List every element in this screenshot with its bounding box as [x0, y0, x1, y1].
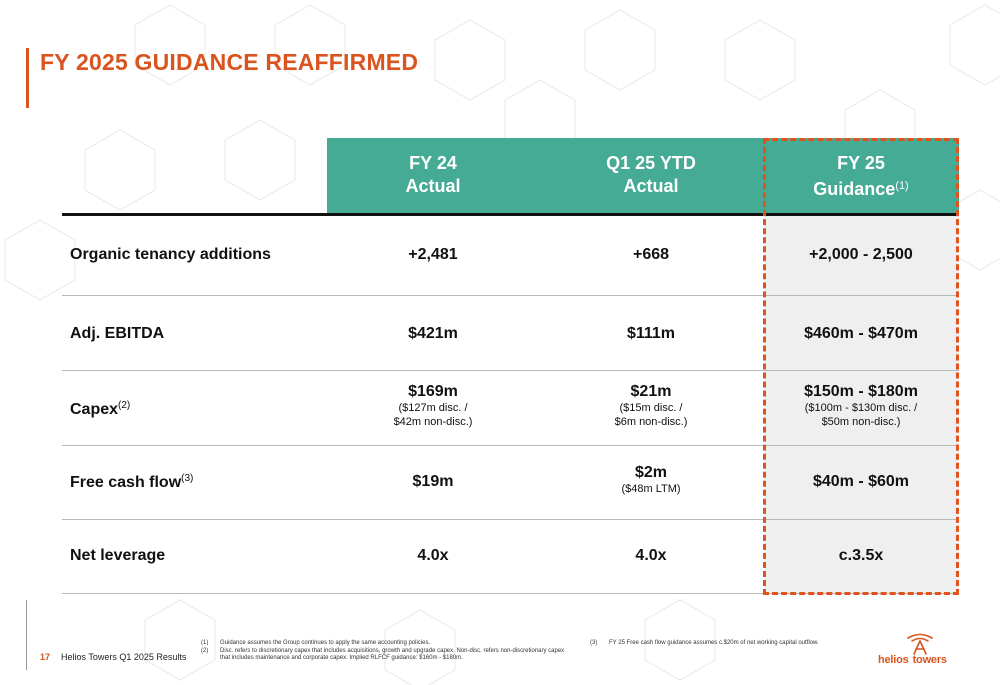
row-label: Organic tenancy additions	[70, 246, 271, 264]
cell-fy25: $460m - $470m	[761, 325, 961, 343]
row-label: Net leverage	[70, 547, 165, 565]
cell-value: $111m	[626, 325, 676, 342]
table-row: Adj. EBITDA $421m $111m $460m - $470m	[62, 296, 959, 371]
row-label: Free cash flow(3)	[70, 473, 193, 492]
footnote: (2) Disc. refers to discretionary capex …	[201, 648, 571, 663]
table-row: Free cash flow(3) $19m $2m ($48m LTM) $4…	[62, 446, 959, 520]
cell-subvalue: ($127m disc. /	[398, 402, 468, 414]
cell-fy24: +2,481	[333, 246, 533, 264]
cell-value: $40m - $60m	[812, 473, 910, 490]
row-label: Capex(2)	[70, 400, 130, 419]
cell-subvalue: ($15m disc. /	[619, 402, 683, 414]
footnote-number: (3)	[590, 640, 598, 646]
company-logo: helios towers	[878, 654, 947, 666]
cell-value: $21m	[630, 383, 672, 400]
row-label-text: Free cash flow	[70, 474, 182, 491]
footer-divider	[26, 600, 27, 670]
row-label: Adj. EBITDA	[70, 325, 164, 343]
cell-value: 4.0x	[417, 547, 449, 564]
column-header-fy25-line2: Guidance(1)	[756, 175, 966, 201]
column-header-q1-25-ytd: Q1 25 YTD Actual	[546, 152, 756, 198]
cell-subvalue: ($100m - $130m disc. /	[804, 402, 918, 414]
column-header-fy24-line2: Actual	[405, 176, 461, 196]
footnote-ref-3: (3)	[181, 473, 194, 484]
cell-value: $2m	[634, 464, 668, 481]
header-divider	[62, 213, 959, 216]
cell-subvalue: $50m non-disc.)	[821, 416, 901, 428]
page-number: 17	[40, 652, 51, 662]
title-accent-bar	[26, 48, 29, 108]
cell-q1-25: +668	[551, 246, 751, 264]
cell-value: $169m	[408, 383, 458, 400]
cell-value: +2,000 - 2,500	[809, 246, 913, 263]
footnote-number: (1)	[201, 640, 209, 646]
page-title: FY 2025 GUIDANCE REAFFIRMED	[40, 49, 419, 75]
row-divider	[62, 295, 959, 296]
cell-q1-25: $111m	[551, 325, 751, 343]
footnote-ref-2: (2)	[118, 400, 131, 411]
cell-fy24: $169m ($127m disc. / $42m non-disc.)	[333, 383, 533, 429]
cell-fy24: $421m	[333, 325, 533, 343]
logo-text-towers: towers	[912, 654, 947, 666]
cell-subvalue: ($48m LTM)	[621, 483, 681, 495]
cell-value: +2,481	[408, 246, 458, 263]
cell-subvalue: $42m non-disc.)	[393, 416, 473, 428]
tower-icon	[907, 633, 933, 655]
footnote-number: (2)	[201, 647, 209, 654]
cell-value: $19m	[412, 473, 454, 490]
row-divider	[62, 370, 959, 371]
cell-fy25: $40m - $60m	[761, 473, 961, 491]
table-row: Organic tenancy additions +2,481 +668 +2…	[62, 216, 959, 296]
footnotes-left: (1) Guidance assumes the Group continues…	[201, 640, 571, 663]
footnote-text: Guidance assumes the Group continues to …	[220, 640, 431, 646]
cell-value: $150m - $180m	[804, 383, 918, 400]
footnote-text: FY 25 Free cash flow guidance assumes c.…	[609, 640, 819, 646]
cell-fy25: +2,000 - 2,500	[761, 246, 961, 264]
row-label-text: Organic tenancy additions	[70, 246, 271, 263]
row-divider	[62, 445, 959, 446]
footnote: (1) Guidance assumes the Group continues…	[201, 640, 571, 648]
table-row: Net leverage 4.0x 4.0x c.3.5x	[62, 520, 959, 594]
cell-value: +668	[632, 246, 670, 263]
cell-fy25: $150m - $180m ($100m - $130m disc. / $50…	[761, 383, 961, 429]
logo-text-helios: helios	[878, 654, 909, 666]
guidance-column-shading	[765, 216, 959, 593]
column-header-fy24-line1: FY 24	[409, 153, 457, 173]
cell-value: c.3.5x	[838, 547, 884, 564]
cell-q1-25: $2m ($48m LTM)	[551, 464, 751, 496]
cell-fy24: $19m	[333, 473, 533, 491]
row-divider	[62, 593, 959, 594]
column-header-fy25-line2-text: Guidance	[813, 179, 896, 199]
cell-q1-25: $21m ($15m disc. / $6m non-disc.)	[551, 383, 751, 429]
cell-fy25: c.3.5x	[761, 547, 961, 565]
row-divider	[62, 519, 959, 520]
table-row: Capex(2) $169m ($127m disc. / $42m non-d…	[62, 371, 959, 446]
footnotes-right: (3) FY 25 Free cash flow guidance assume…	[590, 640, 850, 648]
guidance-highlight-frame	[763, 138, 959, 595]
column-header-fy24: FY 24 Actual	[328, 152, 538, 198]
cell-value: $421m	[408, 325, 458, 342]
row-label-text: Adj. EBITDA	[70, 325, 165, 342]
cell-fy24: 4.0x	[333, 547, 533, 565]
footnote-text: Disc. refers to discretionary capex that…	[220, 647, 565, 662]
footnote: (3) FY 25 Free cash flow guidance assume…	[590, 640, 850, 648]
footnote-ref-1: (1)	[895, 180, 909, 192]
cell-value: $460m - $470m	[804, 325, 918, 342]
table-header-background	[327, 138, 959, 214]
column-header-q1-line2: Actual	[623, 176, 679, 196]
row-label-text: Net leverage	[70, 547, 166, 564]
cell-value: 4.0x	[635, 547, 667, 564]
column-header-fy25-guidance: FY 25 Guidance(1)	[756, 152, 966, 201]
footer-label: Helios Towers Q1 2025 Results	[61, 652, 187, 662]
cell-q1-25: 4.0x	[551, 547, 751, 565]
column-header-fy25-line1: FY 25	[837, 153, 885, 173]
column-header-q1-line1: Q1 25 YTD	[606, 153, 696, 173]
cell-subvalue: $6m non-disc.)	[614, 416, 688, 428]
row-label-text: Capex	[70, 401, 119, 418]
